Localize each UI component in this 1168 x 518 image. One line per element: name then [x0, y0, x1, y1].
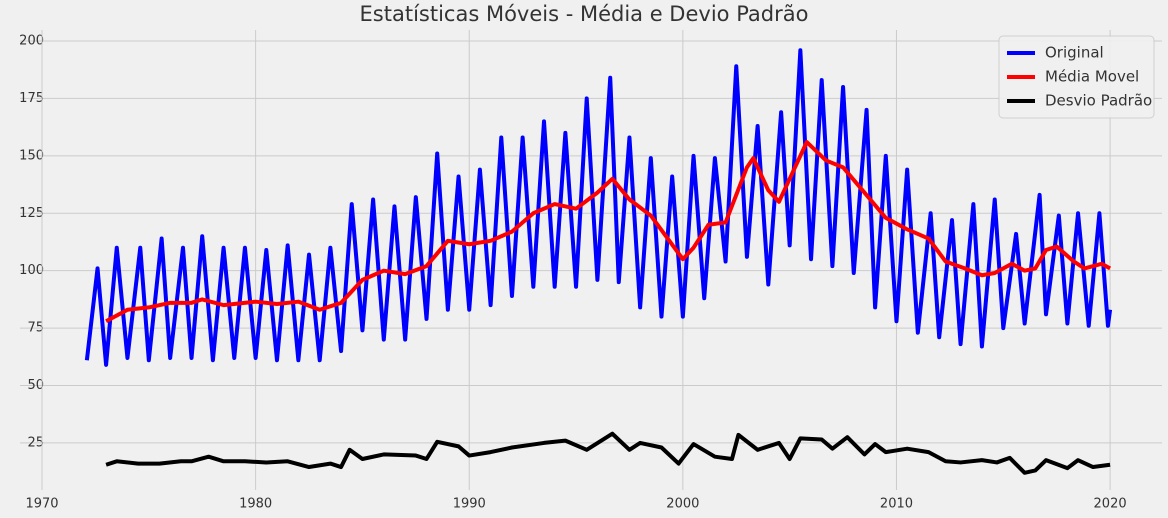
y-tick-label: 125 — [19, 206, 44, 221]
legend-box — [998, 35, 1155, 119]
chart-title: Estatísticas Móveis - Média e Devio Padr… — [360, 2, 809, 26]
x-tick-label: 2010 — [880, 497, 913, 512]
y-tick-label: 50 — [27, 378, 44, 393]
y-tick-label: 100 — [19, 263, 44, 278]
y-tick-label: 175 — [19, 91, 44, 106]
plot-lines — [84, 48, 1113, 475]
x-tick-label: 2020 — [1094, 497, 1127, 512]
y-tick-label: 25 — [27, 435, 44, 450]
legend-label: Média Movel — [1045, 68, 1139, 86]
line-series — [84, 48, 1113, 367]
x-tick-label: 1990 — [453, 497, 486, 512]
legend-label: Desvio Padrão — [1045, 92, 1152, 110]
legend-label: Original — [1045, 44, 1104, 62]
y-tick-label: 200 — [19, 34, 44, 49]
x-tick-label: 2000 — [666, 497, 699, 512]
legend: Original Média Movel Desvio Padrão — [998, 35, 1155, 119]
line-series — [105, 431, 1111, 475]
x-tick-label: 1970 — [25, 497, 58, 512]
grid: 25 50 75 100 125 150 175 200 1970 1980 1990 2000 201… — [19, 30, 1162, 512]
y-tick-label: 150 — [19, 148, 44, 163]
line-series — [105, 140, 1112, 323]
x-tick-label: 1980 — [239, 497, 272, 512]
y-tick-label: 75 — [27, 321, 44, 336]
